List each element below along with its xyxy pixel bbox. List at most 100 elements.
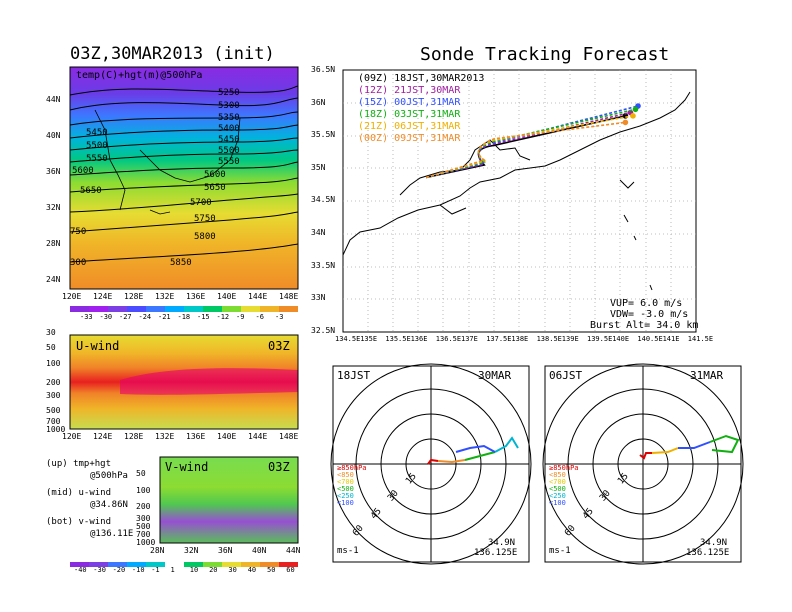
hodo2-unit: ms-1 bbox=[549, 546, 571, 556]
map500-contour-label: 5700 bbox=[190, 198, 212, 208]
map500-contour-label: 5750 bbox=[194, 214, 216, 224]
vwind-time: 03Z bbox=[268, 460, 290, 474]
hodo1-lon: 136.125E bbox=[474, 548, 518, 558]
uwind-time: 03Z bbox=[268, 339, 290, 353]
map500-colorbar-tick: -33 bbox=[80, 313, 93, 321]
hodo1-lat: 34.9N bbox=[488, 538, 516, 548]
vwind-y-tick: 200 bbox=[136, 502, 151, 511]
wind-colorbar-tick: -10 bbox=[131, 566, 145, 574]
map500-lon-tick: 132E bbox=[155, 292, 175, 301]
note-line: (mid) u-wind bbox=[46, 488, 112, 498]
map500-lon-tick: 124E bbox=[93, 292, 113, 301]
hodo1-line bbox=[494, 436, 519, 453]
uwind-x-tick: 120E bbox=[62, 432, 82, 441]
uwind-y-tick: 100 bbox=[46, 359, 61, 368]
map500-contour-label: 5450 bbox=[218, 135, 240, 145]
note-line: @136.11E bbox=[90, 529, 134, 539]
track-line bbox=[425, 115, 634, 179]
hodo-level-entry: ≥850hPa bbox=[549, 464, 579, 472]
track-lon-tick: 137.5E bbox=[486, 335, 512, 343]
map500-contour-label: 5600 bbox=[204, 170, 226, 180]
track-lon-tick: 137E bbox=[461, 335, 478, 343]
uwind-x-tick: 144E bbox=[248, 432, 268, 441]
uwind-y-tick: 50 bbox=[46, 343, 56, 352]
hodo2-line bbox=[639, 452, 652, 460]
map500-contour-label: 5400 bbox=[218, 124, 240, 134]
hodo2-line bbox=[651, 447, 679, 454]
hodograph-2 bbox=[542, 363, 744, 565]
map500-lat-tick: 44N bbox=[46, 95, 61, 104]
track-lat-tick: 32.5N bbox=[311, 325, 336, 335]
map500-lat-tick: 32N bbox=[46, 203, 61, 212]
track-lon-tick: 140.5E bbox=[637, 335, 663, 343]
map500-colorbar-tick: -15 bbox=[197, 313, 210, 321]
uwind-x-tick: 136E bbox=[186, 432, 206, 441]
uwind-y-tick: 500 bbox=[46, 406, 61, 415]
hodo-level-entry: <700 bbox=[337, 478, 354, 486]
left-title: 03Z,30MAR2013 (init) bbox=[70, 44, 275, 64]
track-line bbox=[425, 121, 626, 179]
track-lon-tick: 141E bbox=[662, 335, 680, 343]
map500-contour-label: 5250 bbox=[218, 88, 240, 98]
uwind-x-tick: 140E bbox=[217, 432, 237, 441]
vwind-x-tick: 44N bbox=[286, 546, 301, 555]
map500-lon-tick: 120E bbox=[62, 292, 82, 301]
wind-colorbar-tick: 60 bbox=[286, 566, 295, 574]
track-lon-tick: 135.5E bbox=[385, 335, 411, 343]
uwind-x-tick: 148E bbox=[279, 432, 299, 441]
track-line bbox=[426, 111, 631, 179]
hodo-level-entry: <250 bbox=[549, 492, 566, 500]
wind-colorbar-tick: 20 bbox=[209, 566, 218, 574]
uwind-y-tick: 1000 bbox=[46, 425, 66, 434]
hodo2-line bbox=[709, 434, 740, 454]
map500-colorbar bbox=[70, 306, 298, 312]
map500-lat-tick: 40N bbox=[46, 131, 61, 140]
hodo-level-entry: <500 bbox=[549, 485, 566, 493]
track-lon-tick: 140E bbox=[612, 335, 630, 343]
hodo1-left: 18JST bbox=[337, 369, 371, 382]
map500-contour-label: 5600 bbox=[72, 166, 94, 176]
map500-colorbar-tick: -27 bbox=[119, 313, 132, 321]
track-line bbox=[426, 108, 636, 179]
hodo-level-entry: <850 bbox=[549, 471, 566, 479]
note-line: @34.86N bbox=[90, 500, 128, 510]
track-endpoint bbox=[630, 113, 636, 119]
track-lon-tick: 138.5E bbox=[536, 335, 562, 343]
hodo1-line bbox=[427, 458, 439, 465]
vwind-y-tick: 50 bbox=[136, 469, 146, 478]
track-legend-entry: (18Z) 03JST,31MAR bbox=[358, 109, 461, 120]
map500-contour-label: 5350 bbox=[218, 113, 240, 123]
map500-colorbar-tick: -6 bbox=[255, 313, 264, 321]
track-lat-tick: 34.5N bbox=[311, 195, 336, 205]
map500-contour-label: 5650 bbox=[80, 186, 102, 196]
vwind-x-tick: 40N bbox=[252, 546, 267, 555]
vwind-y-tick: 1000 bbox=[136, 538, 156, 547]
note-line: (bot) v-wind bbox=[46, 517, 112, 527]
note-line: (up) tmp+hgt bbox=[46, 459, 112, 469]
hodo2-left: 06JST bbox=[549, 369, 583, 382]
map500-lon-tick: 140E bbox=[217, 292, 237, 301]
map500-lat-tick: 28N bbox=[46, 239, 61, 248]
vwind-y-tick: 700 bbox=[136, 530, 151, 539]
track-lon-tick: 136.5E bbox=[435, 335, 462, 343]
uwind-x-tick: 128E bbox=[124, 432, 144, 441]
map500-contour-label: 5500 bbox=[218, 146, 240, 156]
track-lat-tick: 34N bbox=[311, 228, 326, 237]
wind-colorbar-tick: -20 bbox=[112, 566, 126, 574]
map500-lat-tick: 36N bbox=[46, 167, 61, 176]
map500-colorbar-tick: -3 bbox=[275, 313, 284, 321]
hodograph-1 bbox=[330, 363, 532, 565]
track-endpoint bbox=[622, 119, 629, 126]
track-line bbox=[426, 105, 639, 179]
uwind-x-tick: 132E bbox=[155, 432, 175, 441]
map500-contour-label: 5500 bbox=[86, 141, 108, 151]
map500-colorbar-tick: -18 bbox=[177, 313, 191, 321]
map500-lon-tick: 148E bbox=[279, 292, 299, 301]
track-param: Burst Alt= 34.0 km bbox=[590, 320, 699, 331]
vwind-x-tick: 28N bbox=[150, 546, 165, 555]
track-lon-tick: 136E bbox=[410, 335, 428, 343]
hodo-level-entry: ≥850hPa bbox=[337, 464, 367, 472]
track-lat-tick: 36N bbox=[311, 97, 326, 107]
track-legend-entry: (12Z) 21JST,30MAR bbox=[358, 85, 461, 96]
map500-colorbar-tick: -12 bbox=[216, 313, 230, 321]
